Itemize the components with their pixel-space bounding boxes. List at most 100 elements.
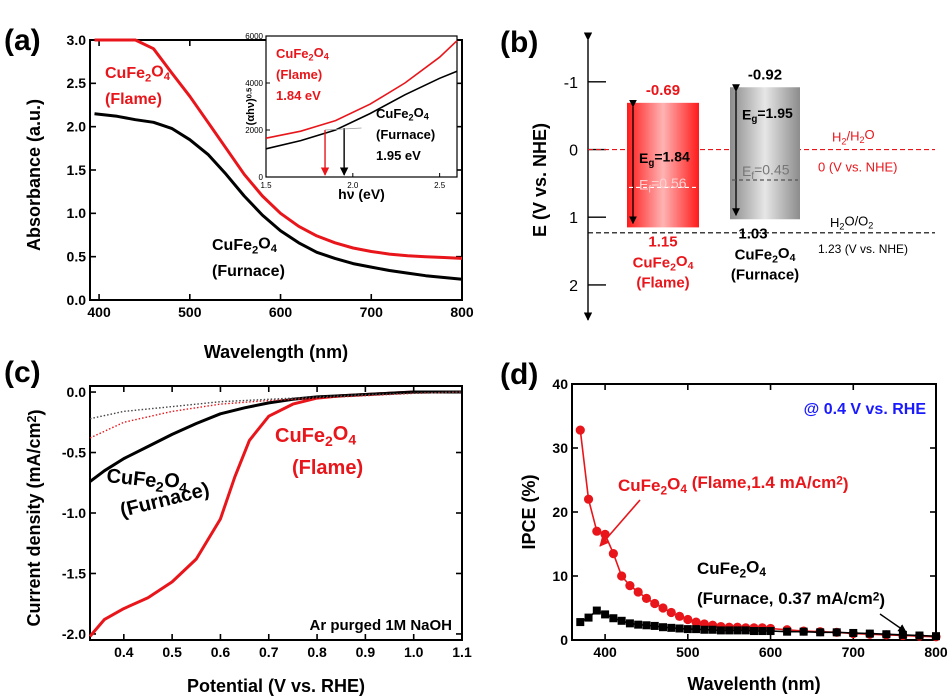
y-tick-label: -1 [564,75,578,92]
series-label: CuFe2O4 [212,236,278,257]
level-label: 0 (V vs. NHE) [818,160,897,175]
y-tick-label: 2 [569,278,578,295]
cb-label: -0.92 [748,66,782,83]
x-tick-label: 400 [87,304,111,320]
data-point [608,549,618,559]
series-label: CuFe2O4 (Flame,1.4 mA/cm2) [618,473,849,498]
data-point [625,581,635,591]
data-point [683,625,692,634]
series-line [89,391,463,420]
bandgap-label: Eg=1.95 [742,105,793,125]
data-point [674,611,685,621]
y-tick-label: 0 [560,632,568,648]
inset-frame [265,35,458,178]
x-axis-label: Potential (V vs. RHE) [187,676,365,696]
y-tick-label: 40 [552,376,568,392]
y-tick-label: 0.5 [67,249,87,265]
data-point [617,571,627,581]
condition-annotation: Ar purged 1M NaOH [309,617,452,634]
panel-label: (c) [4,356,41,389]
panel-b: (b) -1 0 1 2 E (V vs. NHE) H2/H2O 0 (V vs. NHE)… [500,26,935,321]
data-point [576,618,585,627]
data-point [642,621,651,630]
x-tick-label: 0.8 [307,644,327,660]
material-name: (Flame) [636,274,689,291]
data-point [733,626,742,635]
series-label: (Furnace) [212,263,285,280]
material-name: (Furnace) [731,266,799,283]
series-line [89,390,462,483]
data-point [932,632,940,641]
y-tick-label: -1.5 [62,565,86,581]
data-point [708,625,717,634]
inset-tangent [325,127,362,131]
y-tick-label: 2.0 [67,119,87,135]
data-point [609,614,618,623]
inset-x-tick-label: 2.0 [347,181,359,190]
material-name: CuFe2O4 [735,245,796,266]
level-label: 1.23 (V vs. NHE) [818,242,908,256]
data-point [592,526,602,536]
panel-label: (a) [4,24,41,57]
panel-c: (c) 0.4 0.5 0.6 0.7 0.8 0.9 1.0 1.1 0.0 -0.5 -1.0 -1… [4,356,472,696]
level-name: H2/H2O [832,127,875,146]
x-tick-label: 700 [842,644,866,660]
y-tick-label: 10 [552,568,568,584]
series-label: (Furnace, 0.37 mA/cm2) [697,589,885,610]
inset-series-line [265,40,458,139]
y-tick-label: 0 [569,143,578,160]
data-point [634,620,643,629]
y-tick-label: 0.0 [67,384,87,400]
y-axis-label: IPCE (%) [519,474,539,549]
y-tick-label: -2.0 [62,626,86,642]
data-point [625,619,634,628]
series-arrow [599,499,641,547]
series-label: CuFe2O4 [105,64,171,85]
data-point [584,613,593,622]
data-point [700,625,709,634]
inset-annotation: CuFe2O4 [376,105,430,123]
data-point [659,623,667,632]
x-tick-label: 600 [759,644,783,660]
data-point [666,607,676,618]
data-point [865,629,874,638]
x-tick-label: 800 [450,304,474,320]
data-point [575,425,585,435]
data-point [592,606,601,615]
inset-x-tick-label: 2.5 [434,181,446,190]
y-axis-label: Current density (mA/cm2) [24,409,46,626]
inset-series-line [265,70,458,150]
x-tick-label: 600 [269,304,293,320]
y-axis-label: E (V vs. NHE) [530,123,550,237]
y-tick-label: 2.5 [67,75,87,91]
x-tick-label: 1.0 [404,644,424,660]
panel-d: (d) 400 500 600 700 800 0 10 20 30 40 Wavelenth (nm… [500,358,948,694]
y-tick-label: 1.5 [67,162,87,178]
data-point [849,628,858,637]
x-tick-label: 0.5 [162,644,182,660]
data-point [832,628,841,637]
x-axis-label: Wavelenth (nm) [687,674,820,694]
inset-y-tick-label: 2000 [245,126,263,135]
inset-annotation: (Furnace) [376,127,435,142]
series-line [579,609,937,637]
series-label: CuFe2O4 [275,423,356,449]
data-point [799,627,808,636]
data-point [658,603,668,613]
x-tick-label: 500 [676,644,700,660]
series-label: (Flame) [292,457,363,479]
bandgap-label: Eg=1.84 [639,149,690,169]
inset-annotation: 1.95 eV [376,148,421,163]
inset-x-label: hν (eV) [338,186,385,202]
data-point [650,621,659,630]
fermi-label: Ef=0.56 [639,175,687,195]
data-point [675,624,684,633]
x-tick-label: 0.4 [114,644,134,660]
data-point [601,610,610,619]
panel-label: (b) [500,26,538,59]
data-point [758,627,767,636]
series-label: (Flame) [105,91,162,108]
inset-y-tick-label: 4000 [245,79,263,88]
y-tick-label: 3.0 [67,32,87,48]
y-tick-label: -0.5 [62,444,86,460]
